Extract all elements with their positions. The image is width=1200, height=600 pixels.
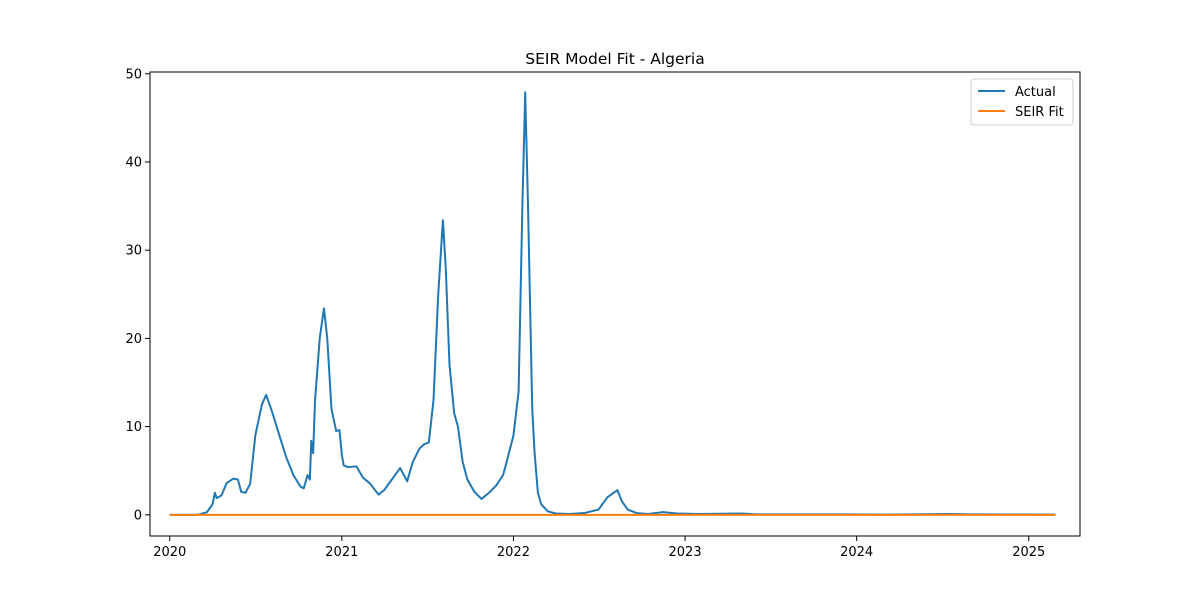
plot-area-frame	[149, 71, 1081, 537]
y-tick-label: 10	[125, 420, 142, 435]
x-tick-label: 2021	[325, 545, 358, 560]
series-line-actual	[169, 91, 1056, 516]
x-tick-label: 2023	[669, 545, 702, 560]
legend: Actual SEIR Fit	[970, 78, 1074, 126]
chart-title: SEIR Model Fit - Algeria	[525, 50, 704, 68]
series-layer	[169, 91, 1056, 516]
y-tick-label: 40	[125, 155, 142, 170]
x-tick-label: 2022	[497, 545, 530, 560]
legend-label-actual: Actual	[1015, 85, 1056, 100]
ticks-layer: 2020 2021 2022 2023 2024 2025 0 10 20 30 40 50	[125, 67, 1045, 560]
y-tick-label: 20	[125, 332, 142, 347]
y-tick-label: 30	[125, 244, 142, 259]
y-tick-label: 0	[134, 508, 142, 523]
x-tick-label: 2025	[1012, 545, 1045, 560]
x-tick-label: 2024	[840, 545, 873, 560]
y-tick-label: 50	[125, 67, 142, 82]
x-tick-label: 2020	[153, 545, 186, 560]
axes-layer	[149, 71, 1081, 537]
legend-label-seir-fit: SEIR Fit	[1015, 105, 1064, 120]
